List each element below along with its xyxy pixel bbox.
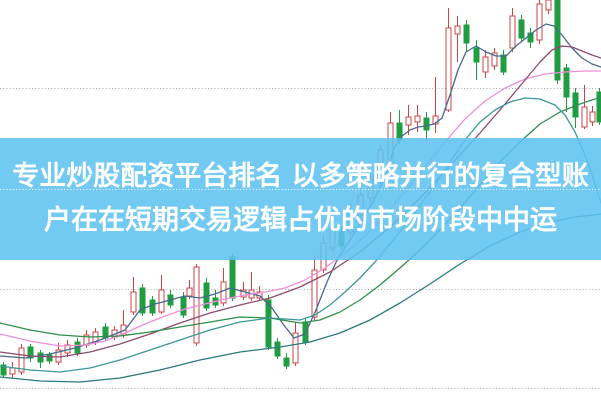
candle-down xyxy=(563,67,570,98)
candle-down xyxy=(596,91,601,123)
candle-up xyxy=(414,115,421,123)
candle-up xyxy=(509,15,516,49)
candle-down xyxy=(463,24,470,44)
candle-down xyxy=(139,287,146,314)
candle-down xyxy=(554,0,561,81)
candle-up xyxy=(491,52,498,67)
candle-down xyxy=(37,352,44,363)
candle-down xyxy=(180,296,187,316)
candle-up xyxy=(158,289,165,313)
candle-up xyxy=(240,289,247,298)
candle-down xyxy=(518,19,525,39)
candle-up xyxy=(130,291,137,313)
candle-down xyxy=(265,299,272,348)
ma-pink-line xyxy=(0,70,601,347)
candle-up xyxy=(454,25,461,35)
candle-up xyxy=(220,281,227,304)
candle-down xyxy=(229,256,236,299)
candle-down xyxy=(27,346,34,359)
candle-up xyxy=(186,287,193,297)
candle-up xyxy=(536,3,543,41)
candle-down xyxy=(527,32,534,43)
candle-down xyxy=(423,117,430,131)
candle-up xyxy=(432,115,439,125)
candle-up xyxy=(545,0,552,11)
candle-down xyxy=(500,54,507,73)
candle-up xyxy=(405,116,412,126)
candle-down xyxy=(473,47,480,63)
candle-up xyxy=(311,269,318,318)
candle-up xyxy=(18,347,25,373)
candle-up xyxy=(55,349,62,363)
candle-up xyxy=(9,367,16,375)
candle-down xyxy=(149,299,156,314)
candle-down xyxy=(274,341,281,357)
candle-up xyxy=(292,332,299,364)
candle-up xyxy=(482,56,489,73)
candle-down xyxy=(283,357,290,367)
candle-up xyxy=(581,106,588,128)
candle-down xyxy=(46,354,53,362)
candle-down xyxy=(0,364,7,376)
overlay-band xyxy=(0,138,601,260)
candle-up xyxy=(589,111,596,123)
candle-up xyxy=(193,266,200,344)
candle-up xyxy=(445,27,452,111)
